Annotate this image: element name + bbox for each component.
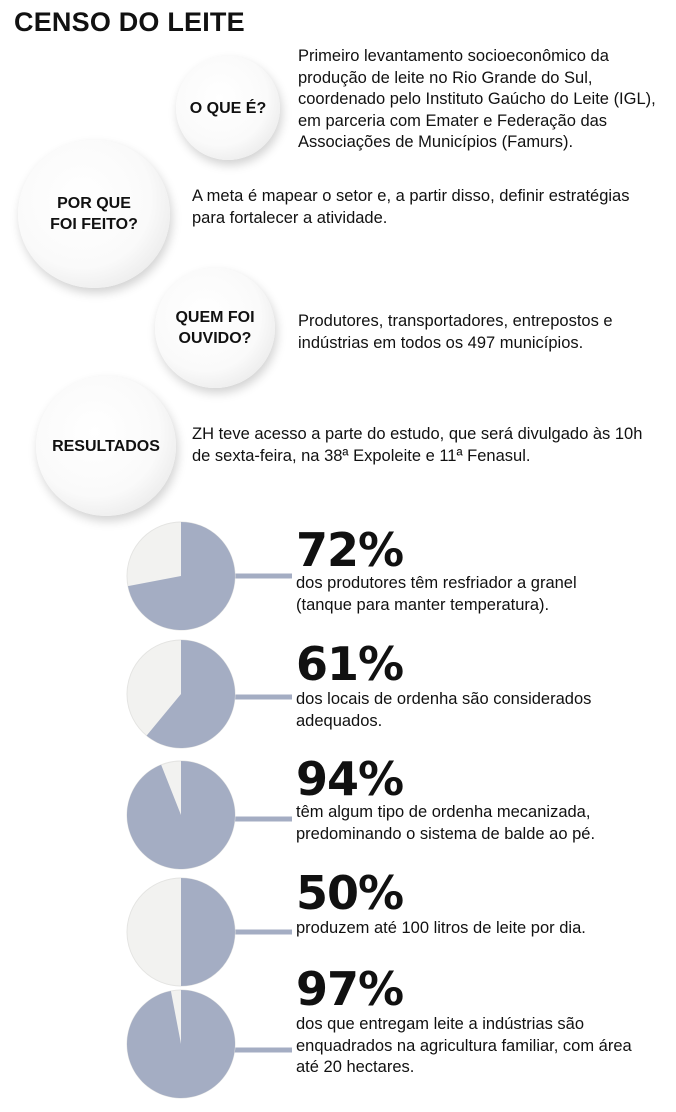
- stat-description: dos produtores têm resfriador a granel (…: [296, 574, 577, 614]
- page-title: CENSO DO LEITE: [14, 7, 245, 37]
- answer-text: A meta é mapear o setor e, a partir diss…: [192, 187, 630, 227]
- pie-slice-value: [127, 522, 236, 630]
- stat-percent: 50%: [296, 866, 404, 920]
- question-label: QUEM FOI OUVIDO?: [175, 309, 255, 347]
- stat-percent: 72%: [296, 523, 404, 577]
- stat-description: produzem até 100 litros de leite por dia…: [296, 919, 586, 937]
- stat-description: têm algum tipo de ordenha mecanizada, pr…: [296, 803, 596, 843]
- question-label: RESULTADOS: [52, 437, 160, 455]
- bubble-resultados: RESULTADOS: [36, 376, 176, 516]
- pie-slice-value: [181, 878, 235, 986]
- stat-percent: 61%: [296, 637, 404, 691]
- pie-slice-value: [127, 990, 236, 1099]
- bubble-o-que-e: O QUE É?: [176, 56, 280, 160]
- bubble-quem-foi-ouvido: QUEM FOI OUVIDO?: [155, 268, 275, 388]
- answer-text: Produtores, transportadores, entrepostos…: [298, 312, 613, 352]
- stat-percent: 94%: [296, 752, 404, 806]
- stat-description: dos que entregam leite a indústrias são …: [296, 1015, 632, 1076]
- question-label: POR QUE FOI FEITO?: [50, 195, 138, 233]
- question-label: O QUE É?: [189, 99, 267, 117]
- bubble-por-que: POR QUE FOI FEITO?: [18, 140, 170, 288]
- answer-text: ZH teve acesso a parte do estudo, que se…: [192, 425, 643, 465]
- pie-slice-value: [126, 761, 235, 869]
- pie-slice-value: [146, 640, 235, 748]
- stat-percent: 97%: [296, 962, 404, 1016]
- stat-description: dos locais de ordenha são considerados a…: [296, 690, 592, 730]
- answer-text: Primeiro levantamento socioeconômico da …: [298, 47, 656, 151]
